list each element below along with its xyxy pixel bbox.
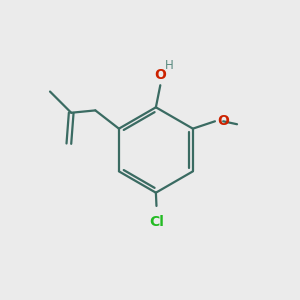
Text: H: H [165, 59, 174, 72]
Text: O: O [154, 68, 166, 82]
Text: O: O [217, 114, 229, 128]
Text: Cl: Cl [149, 215, 164, 229]
